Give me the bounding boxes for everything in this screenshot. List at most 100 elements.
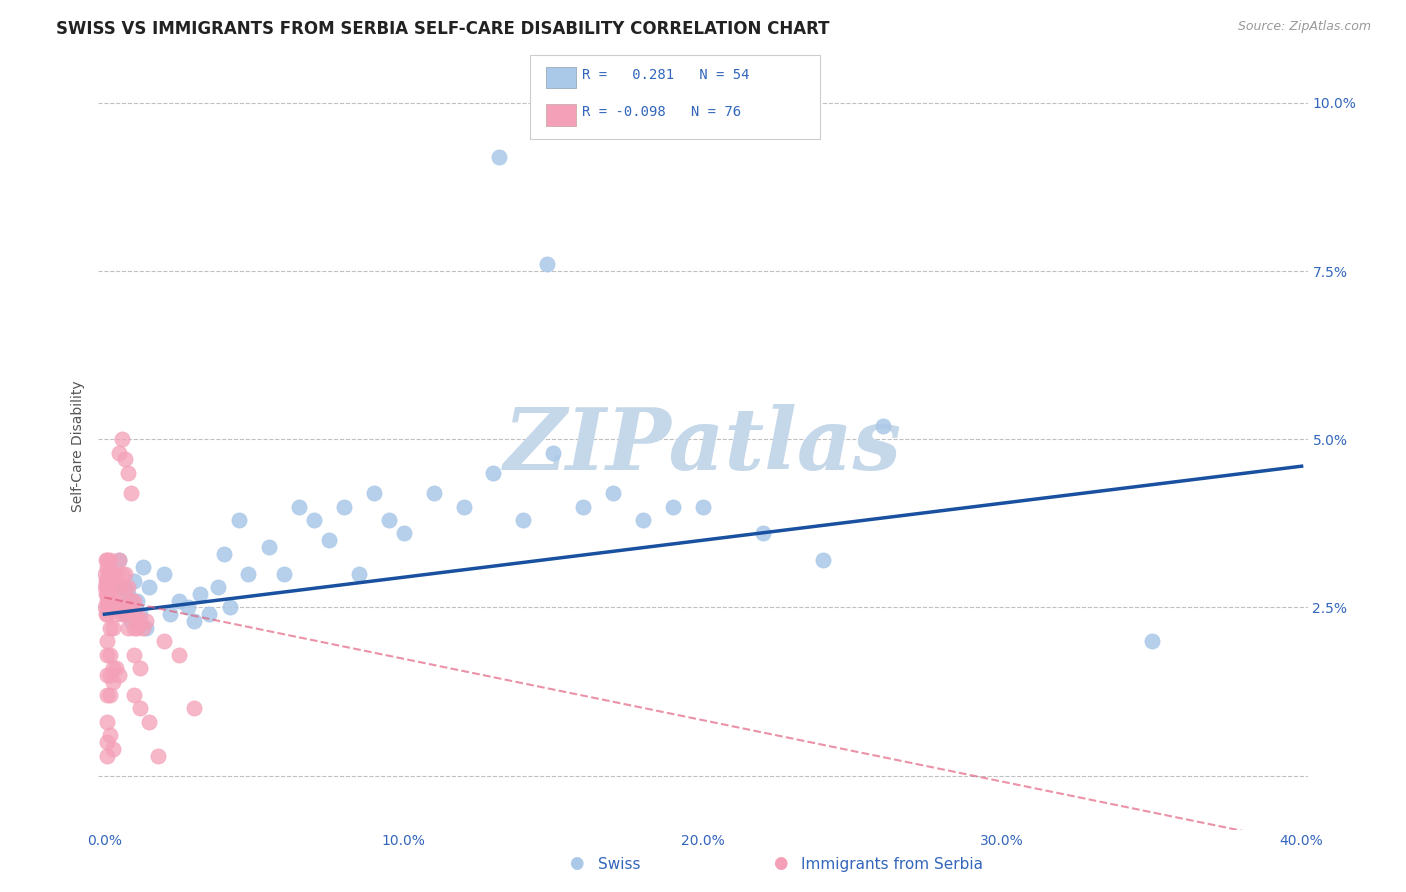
Point xyxy=(103,674,125,689)
Point xyxy=(422,486,444,500)
Point xyxy=(124,607,146,622)
Point xyxy=(108,553,131,567)
Point xyxy=(631,513,654,527)
Point xyxy=(148,748,170,763)
Point xyxy=(132,621,155,635)
Point xyxy=(183,701,205,715)
Point xyxy=(117,580,139,594)
Point xyxy=(100,648,122,662)
Point xyxy=(96,580,118,594)
Point xyxy=(96,607,118,622)
Point xyxy=(94,566,117,581)
Point xyxy=(132,560,155,574)
Point xyxy=(96,574,118,588)
Point xyxy=(105,566,128,581)
Point xyxy=(103,621,125,635)
Point xyxy=(488,150,510,164)
Point xyxy=(117,600,139,615)
Point xyxy=(302,513,325,527)
Point xyxy=(129,701,152,715)
Point xyxy=(117,466,139,480)
Point xyxy=(543,446,565,460)
Point xyxy=(108,446,131,460)
Point xyxy=(105,594,128,608)
Point xyxy=(114,607,136,622)
Point xyxy=(108,600,131,615)
Point xyxy=(273,566,295,581)
Point xyxy=(96,580,118,594)
Text: Source: ZipAtlas.com: Source: ZipAtlas.com xyxy=(1237,20,1371,33)
Point xyxy=(94,600,117,615)
Point xyxy=(100,594,122,608)
Point xyxy=(363,486,385,500)
Text: R =   0.281   N = 54: R = 0.281 N = 54 xyxy=(582,68,749,82)
Point xyxy=(111,566,134,581)
Point xyxy=(114,452,136,467)
Point xyxy=(188,587,211,601)
Point xyxy=(117,587,139,601)
Point xyxy=(105,600,128,615)
Point xyxy=(97,580,120,594)
Point xyxy=(124,574,146,588)
Point xyxy=(96,553,118,567)
Point xyxy=(207,580,229,594)
Point xyxy=(105,661,128,675)
Point xyxy=(111,432,134,446)
Text: ZIPatlas: ZIPatlas xyxy=(503,404,903,488)
Point xyxy=(572,500,595,514)
Point xyxy=(96,688,118,702)
Point xyxy=(159,607,181,622)
Point xyxy=(318,533,340,548)
Point xyxy=(662,500,685,514)
Point xyxy=(124,648,146,662)
Text: Immigrants from Serbia: Immigrants from Serbia xyxy=(801,857,983,872)
Point xyxy=(96,735,118,749)
Point xyxy=(100,621,122,635)
Point xyxy=(138,580,160,594)
Point xyxy=(236,566,259,581)
Point xyxy=(103,600,125,615)
Point xyxy=(602,486,624,500)
Point xyxy=(97,587,120,601)
Point xyxy=(228,513,250,527)
Point xyxy=(96,600,118,615)
Point xyxy=(127,607,149,622)
Point xyxy=(96,587,118,601)
Point xyxy=(167,648,190,662)
Point xyxy=(120,607,142,622)
Point xyxy=(127,621,149,635)
Point xyxy=(198,607,221,622)
Point xyxy=(482,466,505,480)
Point xyxy=(97,566,120,581)
Point xyxy=(1140,634,1163,648)
Point xyxy=(103,580,125,594)
Point xyxy=(135,614,157,628)
Point xyxy=(100,553,122,567)
Text: ●: ● xyxy=(569,855,583,872)
Point xyxy=(153,566,176,581)
Text: ●: ● xyxy=(773,855,787,872)
Point xyxy=(96,560,118,574)
Point xyxy=(183,614,205,628)
Point xyxy=(100,594,122,608)
Point xyxy=(257,540,280,554)
Point xyxy=(129,661,152,675)
Point xyxy=(377,513,399,527)
Point xyxy=(103,566,125,581)
Point xyxy=(111,607,134,622)
Point xyxy=(103,741,125,756)
Point xyxy=(97,594,120,608)
Point xyxy=(100,728,122,742)
Point xyxy=(288,500,311,514)
Point xyxy=(219,600,242,615)
Point xyxy=(536,257,558,271)
Point xyxy=(114,607,136,622)
Point xyxy=(94,580,117,594)
Point xyxy=(752,526,775,541)
Point xyxy=(872,418,894,433)
Point xyxy=(100,667,122,681)
Point xyxy=(111,594,134,608)
Point xyxy=(108,667,131,681)
Text: SWISS VS IMMIGRANTS FROM SERBIA SELF-CARE DISABILITY CORRELATION CHART: SWISS VS IMMIGRANTS FROM SERBIA SELF-CAR… xyxy=(56,20,830,37)
Point xyxy=(392,526,415,541)
